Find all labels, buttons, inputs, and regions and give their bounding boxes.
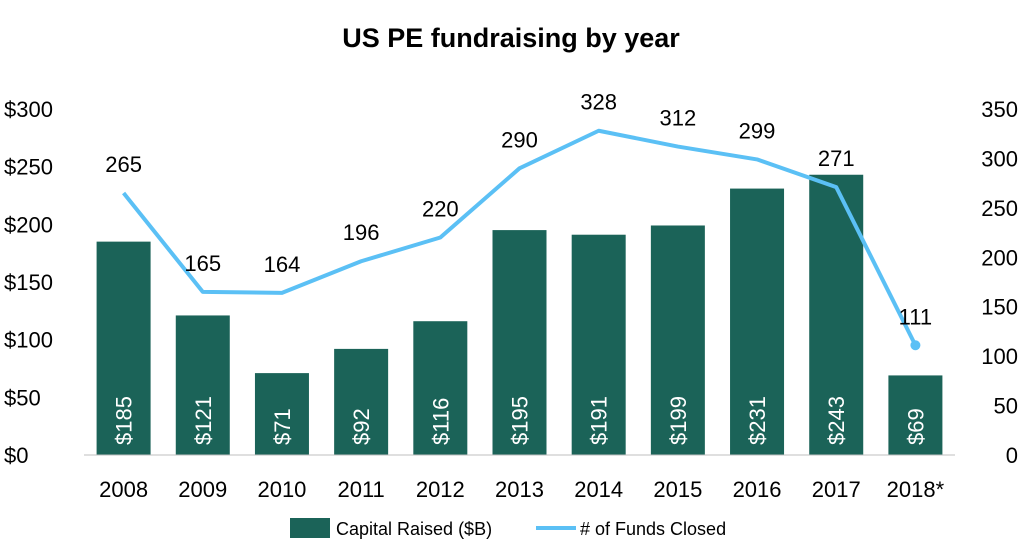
line-value-label: 164 <box>264 252 301 277</box>
bar <box>175 315 230 455</box>
right-tick-label: 50 <box>994 394 1018 419</box>
bar-value-label: $116 <box>428 398 453 445</box>
chart-title: US PE fundraising by year <box>342 23 680 53</box>
line-value-label: 312 <box>660 106 697 131</box>
left-tick-label: $100 <box>4 328 53 353</box>
right-tick-label: 250 <box>981 196 1018 221</box>
funds-closed-line <box>122 128 918 347</box>
bar-value-label: $92 <box>349 408 374 445</box>
line-series: 265 165 164 196 220 290 328 312 299 271 111 <box>105 90 932 351</box>
right-tick-label: 150 <box>981 295 1018 320</box>
bar <box>334 348 389 455</box>
left-tick-label: $50 <box>4 385 41 410</box>
x-axis: 2008 2009 2010 2011 2012 2013 2014 2015 2016 2017… <box>84 454 955 502</box>
bar-value-label: $199 <box>666 396 691 445</box>
bar-value-label: $71 <box>270 408 295 445</box>
left-tick-label: $300 <box>4 97 53 122</box>
bar-value-label: $69 <box>903 408 928 445</box>
legend-label-funds-closed: # of Funds Closed <box>580 519 726 539</box>
x-tick-label: 2011 <box>337 477 384 502</box>
bar-series: $185 $121 $71 $92 $116 $195 $191 $199 $231 $243 $6… <box>96 174 943 456</box>
x-tick-label: 2018* <box>887 477 945 502</box>
bar-value-label: $243 <box>824 396 849 445</box>
bar-value-label: $195 <box>508 396 533 445</box>
bar <box>254 373 309 455</box>
x-tick-label: 2016 <box>733 477 782 502</box>
bar <box>96 241 151 455</box>
bar <box>650 225 705 455</box>
line-value-label: 271 <box>818 146 855 171</box>
right-tick-label: 0 <box>1006 443 1018 468</box>
bar <box>492 230 547 455</box>
bar-value-label: $191 <box>587 396 612 445</box>
x-tick-label: 2010 <box>257 477 306 502</box>
bar-value-label: $231 <box>745 396 770 445</box>
bar-value-label: $121 <box>191 396 216 445</box>
line-value-label: 111 <box>899 304 932 329</box>
bar-value-label: $185 <box>112 396 137 445</box>
x-tick-label: 2015 <box>653 477 702 502</box>
left-tick-label: $0 <box>4 443 28 468</box>
legend-label-capital-raised: Capital Raised ($B) <box>336 519 492 539</box>
x-tick-label: 2009 <box>178 477 227 502</box>
x-tick-label: 2017 <box>812 477 861 502</box>
bar <box>888 375 943 455</box>
left-tick-label: $250 <box>4 155 53 180</box>
left-tick-label: $200 <box>4 212 53 237</box>
line-value-label: 196 <box>343 220 380 245</box>
bar <box>413 321 468 455</box>
line-value-label: 165 <box>184 251 221 276</box>
x-tick-label: 2014 <box>574 477 623 502</box>
line-value-label: 265 <box>105 152 142 177</box>
left-axis: $0 $50 $100 $150 $200 $250 $300 <box>4 97 53 468</box>
x-tick-label: 2012 <box>416 477 465 502</box>
legend: Capital Raised ($B) # of Funds Closed <box>290 518 726 539</box>
right-tick-label: 300 <box>981 146 1018 171</box>
bar <box>730 188 785 455</box>
x-tick-label: 2008 <box>99 477 148 502</box>
line-value-label: 290 <box>501 127 538 152</box>
line-value-label: 328 <box>580 90 617 115</box>
right-tick-label: 200 <box>981 245 1018 270</box>
right-tick-label: 350 <box>981 97 1018 122</box>
line-end-point <box>910 340 921 351</box>
x-tick-label: 2013 <box>495 477 544 502</box>
left-tick-label: $150 <box>4 270 53 295</box>
right-axis: 0 50 100 150 200 250 300 350 <box>981 97 1018 468</box>
bar <box>571 234 626 455</box>
line-value-label: 220 <box>422 197 459 222</box>
right-tick-label: 100 <box>981 344 1018 369</box>
line-value-label: 299 <box>739 118 776 143</box>
legend-swatch-capital-raised <box>290 518 330 538</box>
